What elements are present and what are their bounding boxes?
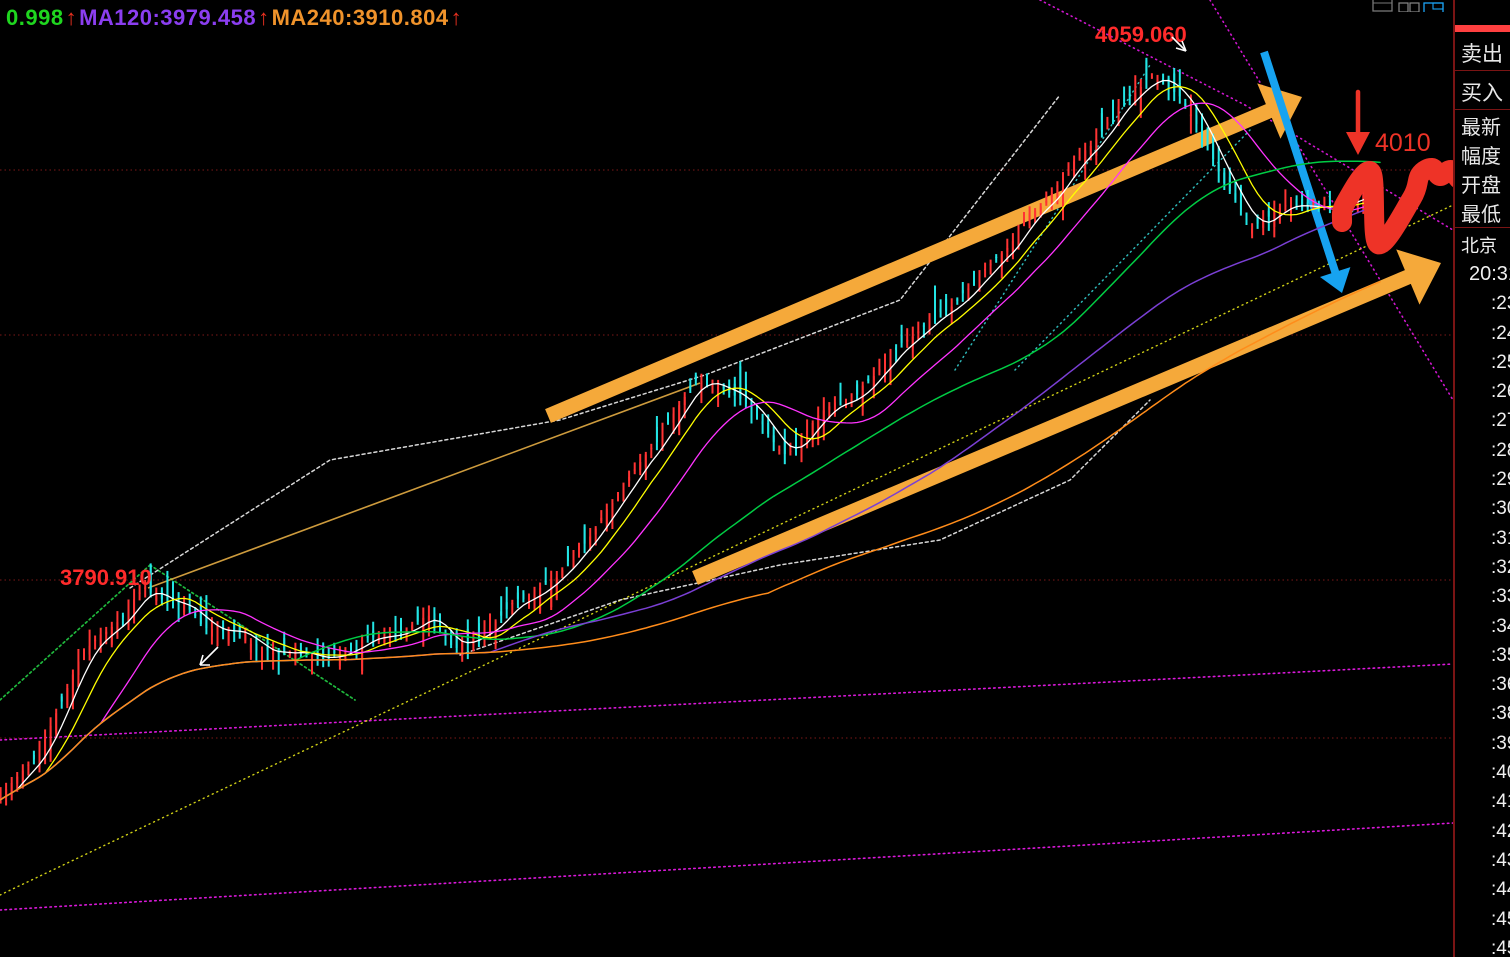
svg-text:4059.060: 4059.060 [1095, 22, 1187, 47]
svg-text:4010: 4010 [1375, 129, 1431, 157]
svg-text:3790.910: 3790.910 [60, 565, 152, 590]
